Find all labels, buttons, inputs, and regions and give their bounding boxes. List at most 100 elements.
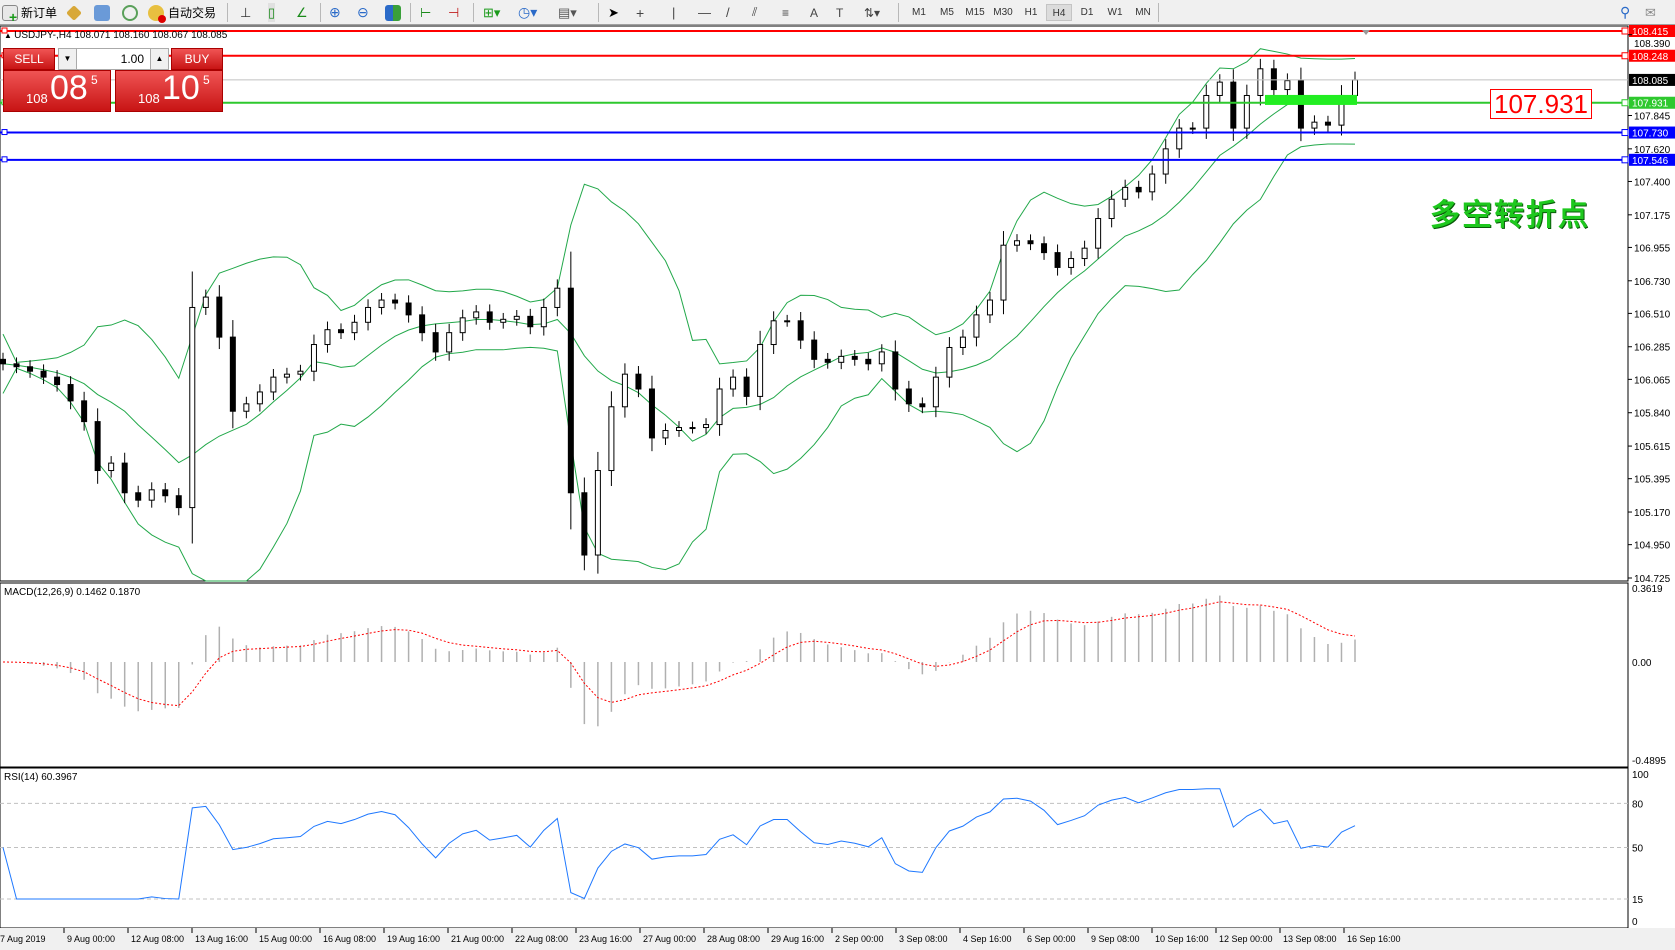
sell-price-pips: 08 <box>50 69 88 107</box>
fibonacci-icon[interactable]: ≡ <box>782 5 790 20</box>
text-label-icon[interactable]: T <box>836 5 844 20</box>
equidistant-channel-icon[interactable]: ⫽ <box>752 5 758 19</box>
price-tick-label: 106.955 <box>1634 243 1671 254</box>
indicators-icon[interactable]: ⊞▾ <box>483 4 501 20</box>
price-line-label: 107.546 <box>1632 156 1669 167</box>
macd-panel-frame <box>0 582 1629 768</box>
sell-price-button[interactable]: 108 08 5 <box>3 69 111 112</box>
timeframe-mn[interactable]: MN <box>1135 7 1151 18</box>
text-icon[interactable]: A <box>810 5 819 20</box>
candle-body <box>703 424 710 429</box>
timeframe-m15[interactable]: M15 <box>965 7 985 18</box>
market-watch-icon[interactable] <box>66 4 82 21</box>
chart-shift-icon[interactable]: ⊣ <box>448 4 460 20</box>
lot-increase-button[interactable]: ▲ <box>150 49 168 69</box>
price-tick-label: 106.510 <box>1634 309 1671 320</box>
macd-tick-label: 0.00 <box>1632 658 1652 669</box>
pivot-text-annotation[interactable]: 多空转折点 <box>1430 199 1590 232</box>
time-tick-label: 2 Sep 00:00 <box>835 934 884 944</box>
candle-body <box>838 355 845 363</box>
candle-body <box>473 311 480 319</box>
candle-body <box>811 339 818 360</box>
timeframe-h1[interactable]: H1 <box>1024 7 1038 18</box>
lot-decrease-button[interactable]: ▼ <box>59 49 77 69</box>
candle-body <box>1176 127 1183 150</box>
line-chart-icon[interactable]: ∠ <box>296 4 308 20</box>
price-label-bg <box>1629 126 1675 139</box>
timeframe-m30[interactable]: M30 <box>993 7 1013 18</box>
pivot-price-annotation[interactable]: 107.931 <box>1490 89 1592 119</box>
candle-body <box>297 370 304 375</box>
sell-price-big: 108 <box>26 91 48 106</box>
horizontal-line-icon[interactable]: — <box>698 5 711 20</box>
price-line-label: 108.248 <box>1632 52 1669 63</box>
search-icon[interactable]: ⚲ <box>1620 4 1631 20</box>
timeframe-w1[interactable]: W1 <box>1107 7 1123 18</box>
candle-body <box>13 363 20 368</box>
crosshair-icon[interactable]: + <box>636 4 645 21</box>
time-tick-label: 7 Aug 2019 <box>0 934 46 944</box>
candle-body <box>905 388 912 405</box>
candle-body <box>1257 68 1264 96</box>
navigator-icon[interactable] <box>94 4 110 21</box>
candle-body <box>189 306 196 509</box>
lot-size-input[interactable]: ▼ 1.00 ▲ <box>58 48 169 70</box>
timeframe-m5[interactable]: M5 <box>940 7 954 18</box>
candle-body <box>94 421 101 472</box>
candle-body <box>1216 81 1223 96</box>
price-label-bg <box>1629 73 1675 86</box>
candle-body <box>648 388 655 439</box>
price-label-bg <box>1629 25 1675 37</box>
timeframe-d1[interactable]: D1 <box>1080 7 1094 18</box>
candle-body <box>594 470 601 556</box>
candle-body <box>1014 240 1020 246</box>
time-tick-label: 12 Sep 00:00 <box>1219 934 1273 944</box>
templates-icon[interactable]: ▤▾ <box>558 4 577 20</box>
candle-body <box>527 315 534 328</box>
buy-price-button[interactable]: 108 10 5 <box>115 69 223 112</box>
price-label-bg <box>1629 96 1675 109</box>
zoom-out-icon[interactable]: ⊖ <box>357 4 369 20</box>
chat-icon[interactable]: ✉ <box>1645 4 1656 20</box>
signals-icon[interactable] <box>122 4 138 21</box>
candle-body <box>135 492 142 501</box>
candle-body <box>1311 121 1318 129</box>
candle-body <box>730 376 737 390</box>
candle-body <box>256 391 263 405</box>
price-tick-label: 105.395 <box>1634 475 1671 486</box>
candlestick-icon[interactable]: ▯ <box>268 4 276 20</box>
tile-windows-icon[interactable] <box>385 4 401 21</box>
vertical-line-icon[interactable]: | <box>672 5 676 20</box>
toolbar: + 新订单 自动交易 ⊥ ▯ ∠ ⊕ ⊖ ⊢ ⊣ ⊞▾ ◷▾ ▤▾ ➤ + | … <box>0 0 1675 25</box>
cursor-icon[interactable]: ➤ <box>608 4 619 20</box>
macd-signal-line <box>2 601 1356 707</box>
rsi-label: RSI(14) 60.3967 <box>4 772 78 783</box>
timeframe-m1[interactable]: M1 <box>912 7 926 18</box>
sell-button[interactable]: SELL <box>3 48 55 70</box>
time-tick-label: 16 Aug 08:00 <box>323 934 376 944</box>
time-tick-label: 22 Aug 08:00 <box>515 934 568 944</box>
candle-body <box>540 306 547 328</box>
time-tick-label: 12 Aug 08:00 <box>131 934 184 944</box>
time-tick-label: 28 Aug 08:00 <box>707 934 760 944</box>
candle-body <box>608 406 615 472</box>
new-order-button[interactable]: + 新订单 <box>2 3 57 24</box>
candle-body <box>932 376 939 408</box>
candle-body <box>635 373 642 390</box>
time-tick-label: 10 Sep 16:00 <box>1155 934 1209 944</box>
sell-price-fraction: 5 <box>91 73 98 87</box>
arrows-icon[interactable]: ⇅▾ <box>864 5 881 20</box>
buy-button[interactable]: BUY <box>171 48 223 70</box>
auto-trading-button[interactable]: 自动交易 <box>148 3 217 23</box>
periods-clock-icon[interactable]: ◷▾ <box>518 4 538 20</box>
candle-body <box>148 489 155 501</box>
candle-body <box>662 430 669 439</box>
auto-scroll-icon[interactable]: ⊢ <box>420 4 432 20</box>
zoom-in-icon[interactable]: ⊕ <box>329 4 341 20</box>
candle-body <box>392 299 399 304</box>
auto-trading-label: 自动交易 <box>168 6 217 20</box>
bar-chart-icon[interactable]: ⊥ <box>240 4 252 20</box>
trendline-icon[interactable]: / <box>726 5 730 20</box>
timeframe-h4[interactable]: H4 <box>1046 4 1072 21</box>
